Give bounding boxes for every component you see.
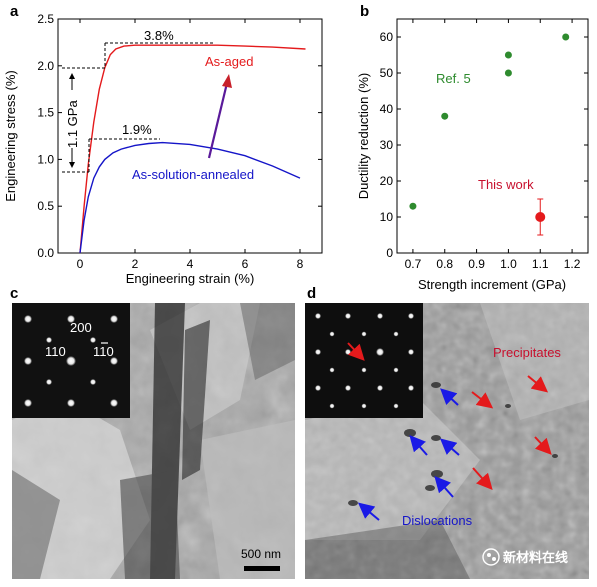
panel-b-ylabel: Ductility reduction (%): [356, 73, 371, 199]
as-solution-annealed-label: As-solution-annealed: [132, 167, 254, 182]
panel-b-frame: [396, 18, 589, 254]
as-aged-label: As-aged: [205, 54, 253, 69]
a-xtick-label: 8: [297, 257, 304, 271]
panel-c-tem-image: 200 110 110 500 nm: [12, 303, 295, 579]
ref5-point: [504, 51, 512, 59]
b-ytick-label: 20: [380, 174, 394, 188]
precipitates-label: Precipitates: [493, 345, 561, 360]
diffraction-label-110-left: 110: [45, 344, 66, 359]
panel-a-ticks: 0 2 4 6 8 0.0 0.5 1.0 1.5 2.0 2.5: [37, 12, 322, 271]
a-ytick-label: 1.5: [37, 106, 54, 120]
panel-a-frame: [57, 18, 323, 254]
a-ytick-label: 2.0: [37, 59, 54, 73]
a-ytick-label: 0.0: [37, 246, 54, 260]
watermark-text: 新材料在线: [503, 550, 568, 566]
b-ytick-label: 0: [386, 246, 393, 260]
panel-a-series: [79, 44, 306, 254]
panel-label-b: b: [360, 3, 369, 20]
panel-b-chart: 0.7 0.8 0.9 1.0 1.1 1.2 0 10 20 30 40 50 60 Ref. 5 T…: [356, 18, 589, 292]
b-xtick-label: 1.1: [532, 257, 549, 271]
b-xtick-label: 0.8: [436, 257, 453, 271]
this-work-label: This work: [478, 177, 534, 192]
strain-annealed-label: 1.9%: [122, 122, 152, 137]
ref5-point: [504, 69, 512, 77]
dislocation-arrows: [357, 388, 460, 521]
inset-red-arrow: [347, 342, 365, 361]
b-xtick-label: 1.0: [500, 257, 517, 271]
panel-label-d: d: [307, 285, 316, 302]
panel-label-c: c: [10, 285, 18, 302]
ref5-label: Ref. 5: [436, 71, 471, 86]
panel-d-diffraction-inset: [305, 303, 423, 418]
b-xtick-label: 1.2: [564, 257, 581, 271]
panel-a-guides: [62, 42, 215, 173]
a-xtick-label: 0: [77, 257, 84, 271]
ref5-point: [441, 112, 449, 120]
panel-label-a: a: [10, 3, 19, 20]
ref5-point: [562, 33, 570, 41]
b-xtick-label: 0.9: [468, 257, 485, 271]
precipitate-arrows: [471, 375, 552, 490]
a-ytick-label: 0.5: [37, 199, 54, 213]
watermark: 新材料在线: [482, 548, 568, 566]
panel-a-chart: 0 2 4 6 8 0.0 0.5 1.0 1.5 2.0 2.5 1.1 GPa 3.8% 1.9…: [3, 12, 323, 286]
scalebar: [244, 566, 280, 571]
this-work-point: [535, 212, 546, 222]
panel-b-ticks: 0.7 0.8 0.9 1.0 1.1 1.2 0 10 20 30 40 50 60: [380, 19, 588, 271]
b-ytick-label: 40: [380, 102, 394, 116]
a-ytick-label: 2.5: [37, 12, 54, 26]
panel-a-xlabel: Engineering strain (%): [126, 271, 255, 286]
a-xtick-label: 4: [187, 257, 194, 271]
ref5-point: [409, 202, 417, 210]
a-xtick-label: 6: [242, 257, 249, 271]
b-ytick-label: 10: [380, 210, 394, 224]
b-ytick-label: 60: [380, 30, 394, 44]
aging-arrow-shaft: [207, 82, 229, 159]
scalebar-label: 500 nm: [241, 547, 281, 561]
strain-aged-label: 3.8%: [144, 28, 174, 43]
series-line-as-aged: [79, 44, 306, 254]
panel-d-tem-image: Precipitates Dislocations 新材料在线: [305, 303, 589, 579]
dislocations-label: Dislocations: [402, 513, 473, 528]
b-xtick-label: 0.7: [405, 257, 422, 271]
a-ytick-label: 1.0: [37, 152, 54, 166]
panel-b-xlabel: Strength increment (GPa): [418, 277, 566, 292]
panel-a-ylabel: Engineering stress (%): [3, 70, 18, 202]
b-ytick-label: 50: [380, 66, 394, 80]
b-ytick-label: 30: [380, 138, 394, 152]
gpa-label: 1.1 GPa: [65, 100, 80, 148]
diffraction-label-200: 200: [70, 320, 92, 335]
series-line-as-solution-annealed: [79, 141, 301, 254]
a-xtick-label: 2: [132, 257, 139, 271]
aging-arrow-head: [222, 74, 232, 88]
diffraction-label-110-right: 110: [93, 344, 114, 359]
panel-b-points: [409, 33, 570, 236]
